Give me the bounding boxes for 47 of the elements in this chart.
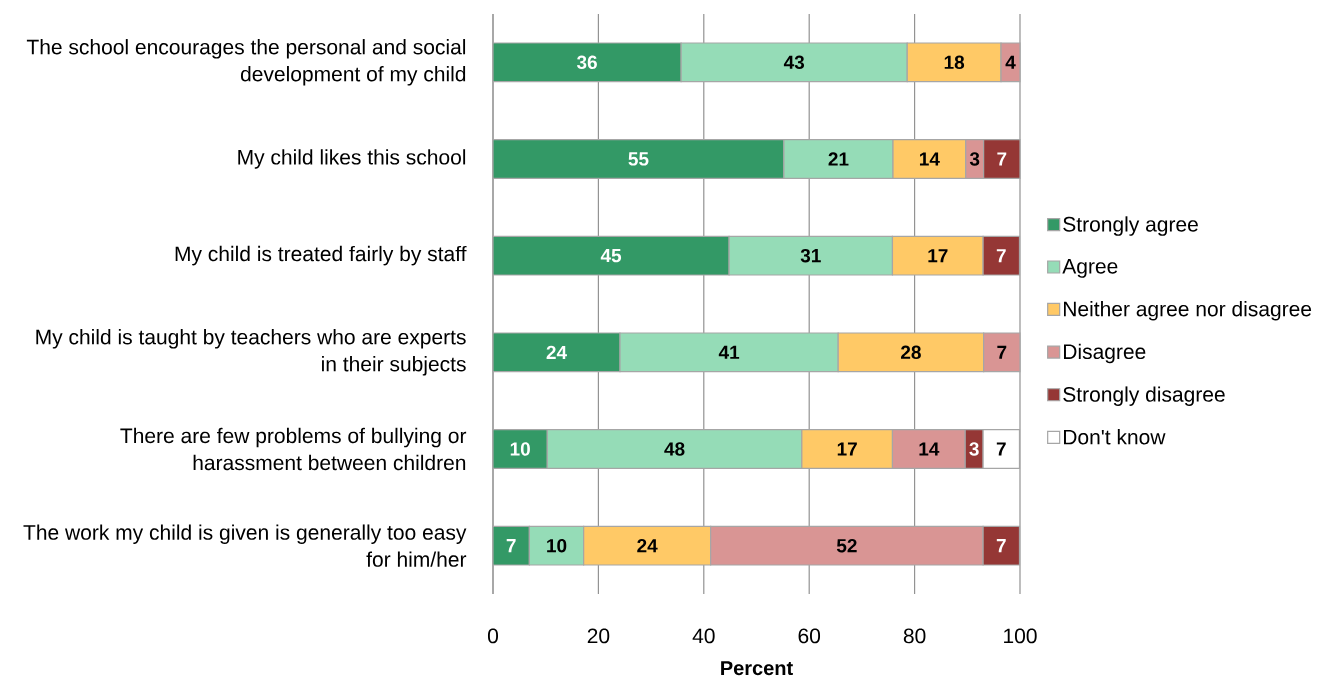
y-tick-label: The work my child is given is generally too easy for him/her: [23, 524, 467, 567]
data-label: 7: [996, 442, 1006, 456]
x-tick-label: 40: [692, 628, 715, 644]
data-label: 7: [506, 539, 516, 553]
y-tick-label: My child is treated fairly by staff: [175, 245, 467, 266]
data-label: 18: [944, 55, 965, 70]
data-label: 17: [837, 442, 857, 456]
x-tick-label: 60: [798, 628, 821, 644]
data-label: 21: [828, 152, 849, 166]
legend-label: Don't know: [1064, 429, 1166, 445]
data-label: 14: [919, 152, 940, 166]
legend-label: Strongly agree: [1063, 216, 1198, 236]
data-label: 55: [628, 152, 649, 166]
data-label: 43: [783, 55, 805, 70]
data-label: 48: [664, 442, 685, 456]
data-label: 4: [1005, 55, 1016, 69]
y-tick-label: My child likes this school: [238, 149, 466, 169]
data-label: 28: [901, 345, 921, 360]
x-tick-label: 20: [587, 628, 610, 644]
legend-label: Strongly disagree: [1063, 386, 1225, 406]
data-label: 7: [996, 539, 1006, 553]
data-label: 36: [576, 55, 597, 70]
data-label: 14: [919, 442, 940, 456]
legend-label: Disagree: [1064, 343, 1146, 364]
data-label: 52: [836, 538, 857, 553]
data-label: 7: [997, 152, 1007, 166]
data-label: 41: [718, 345, 740, 359]
x-tick-label: 80: [903, 628, 926, 644]
data-label: 7: [996, 249, 1006, 263]
data-label: 17: [928, 249, 948, 263]
y-tick-label: The school encourages the personal and social development of my child: [26, 39, 466, 86]
y-tick-label: My child is taught by teachers who are experts in their subjects: [36, 329, 466, 376]
x-tick-label: 0: [487, 628, 499, 644]
data-label: 10: [510, 442, 530, 456]
x-axis-title: Percent: [721, 661, 793, 676]
data-label: 3: [969, 152, 980, 166]
data-label: 31: [800, 248, 821, 263]
data-label: 45: [600, 249, 622, 263]
data-label: 7: [997, 345, 1007, 359]
y-tick-label: There are few problems of bullying or harassment between children: [120, 427, 467, 471]
data-label: 24: [637, 539, 658, 553]
legend-label: Agree: [1062, 259, 1118, 278]
data-label: 10: [547, 538, 567, 553]
data-label: 3: [969, 442, 979, 456]
legend-label: Neither agree nor disagree: [1064, 300, 1312, 321]
x-tick-label: 100: [1004, 628, 1037, 644]
data-label: 24: [546, 345, 567, 359]
